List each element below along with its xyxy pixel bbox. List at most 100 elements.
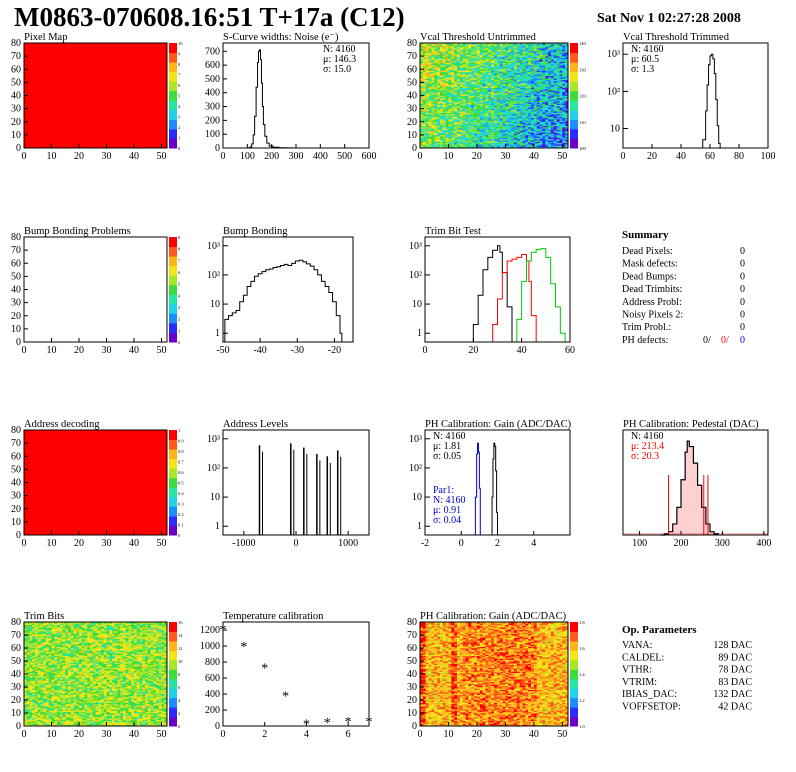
heatmap-cell (479, 82, 483, 84)
heatmap-cell (511, 77, 515, 79)
heatmap-cell (54, 722, 58, 724)
heatmap-cell (516, 86, 520, 88)
heatmap-cell (451, 129, 455, 132)
heatmap-cell (84, 719, 88, 722)
heatmap-cell (496, 112, 500, 115)
heatmap-cell (454, 137, 458, 140)
heatmap-cell (445, 137, 449, 140)
heatmap-cell (62, 716, 66, 719)
heatmap-cell (513, 119, 518, 121)
heatmap-cell (502, 57, 506, 60)
heatmap-cell (468, 92, 472, 95)
heatmap-cell (459, 125, 463, 128)
heatmap-cell (465, 78, 469, 81)
heatmap-cell (525, 87, 529, 90)
heatmap-cell (485, 104, 489, 107)
heatmap-cell (422, 71, 426, 74)
heatmap-cell (536, 137, 540, 140)
heatmap-cell (445, 112, 449, 115)
heatmap-cell (474, 71, 478, 74)
heatmap-cell (511, 128, 515, 130)
heatmap-cell (425, 44, 429, 46)
heatmap-cell (454, 69, 458, 71)
heatmap-cell (542, 48, 546, 50)
heatmap-cell (505, 50, 509, 53)
heatmap-cell (502, 109, 506, 112)
heatmap-cell (437, 92, 441, 95)
heatmap-cell (519, 64, 523, 66)
heatmap-cell (508, 113, 512, 116)
heatmap-cell (531, 60, 535, 62)
heatmap-cell (488, 145, 492, 147)
heatmap-cell (439, 70, 444, 73)
heatmap-cell (451, 130, 455, 133)
heatmap-cell (431, 91, 435, 94)
heatmap-cell (451, 81, 455, 83)
heatmap-cell (479, 140, 483, 142)
heatmap-cell (533, 108, 537, 111)
heatmap-cell (431, 88, 435, 91)
heatmap-cell (474, 140, 478, 142)
heatmap-cell (499, 58, 503, 61)
heatmap-cell (531, 121, 535, 124)
heatmap-cell (457, 60, 461, 62)
heatmap-cell (158, 718, 162, 720)
palette-swatch (169, 62, 177, 73)
heatmap-cell (462, 62, 466, 65)
heatmap-cell (439, 100, 444, 103)
heatmap-cell (536, 52, 540, 54)
heatmap-cell (439, 102, 444, 104)
y-tick-label: 60 (11, 451, 21, 462)
heatmap-cell (528, 117, 532, 120)
heatmap-cell (565, 87, 569, 90)
heatmap-cell (539, 65, 543, 67)
heatmap-cell (420, 56, 424, 58)
heatmap-cell (522, 58, 526, 61)
heatmap-cell (474, 121, 478, 124)
heatmap-cell (522, 70, 526, 73)
heatmap-cell (422, 119, 426, 121)
heatmap-cell (65, 718, 69, 720)
heatmap-cell (462, 112, 466, 115)
heatmap-cell (485, 67, 489, 70)
heatmap-cell (522, 112, 526, 115)
heatmap-cell (542, 60, 546, 62)
y-tick-label: 70 (407, 51, 417, 62)
heatmap-cell (548, 117, 552, 120)
heatmap-cell (459, 95, 463, 98)
heatmap-cell (508, 140, 512, 142)
heatmap-cell (539, 120, 543, 123)
heatmap-cell (437, 106, 441, 108)
heatmap-cell (548, 44, 552, 46)
heatmap-cell (62, 720, 66, 723)
heatmap-cell (57, 718, 61, 720)
heatmap-cell (442, 119, 446, 121)
heatmap-cell (425, 50, 429, 53)
heatmap-cell (553, 49, 557, 52)
heatmap-cell (559, 132, 563, 134)
heatmap-cell (474, 111, 478, 113)
heatmap-cell (550, 123, 555, 125)
heatmap-cell (431, 123, 435, 125)
heatmap-cell (528, 138, 532, 141)
heatmap-cell (525, 95, 529, 98)
heatmap-cell (522, 134, 526, 137)
heatmap-cell (70, 720, 74, 723)
heatmap-cell (479, 145, 483, 147)
heatmap-cell (479, 128, 483, 130)
heatmap-cell (439, 106, 444, 108)
heatmap-cell (516, 127, 520, 129)
heatmap-cell (508, 111, 512, 113)
heatmap-cell (437, 61, 441, 63)
heatmap-cell (428, 91, 432, 94)
heatmap-cell (428, 112, 432, 115)
heatmap-cell (565, 67, 569, 70)
heatmap-cell (513, 75, 518, 78)
heatmap-cell (545, 44, 549, 46)
heatmap-cell (471, 127, 475, 129)
heatmap-cell (550, 108, 555, 111)
heatmap-cell (439, 83, 444, 86)
heatmap-cell (51, 720, 55, 723)
heatmap-cell (545, 85, 549, 87)
